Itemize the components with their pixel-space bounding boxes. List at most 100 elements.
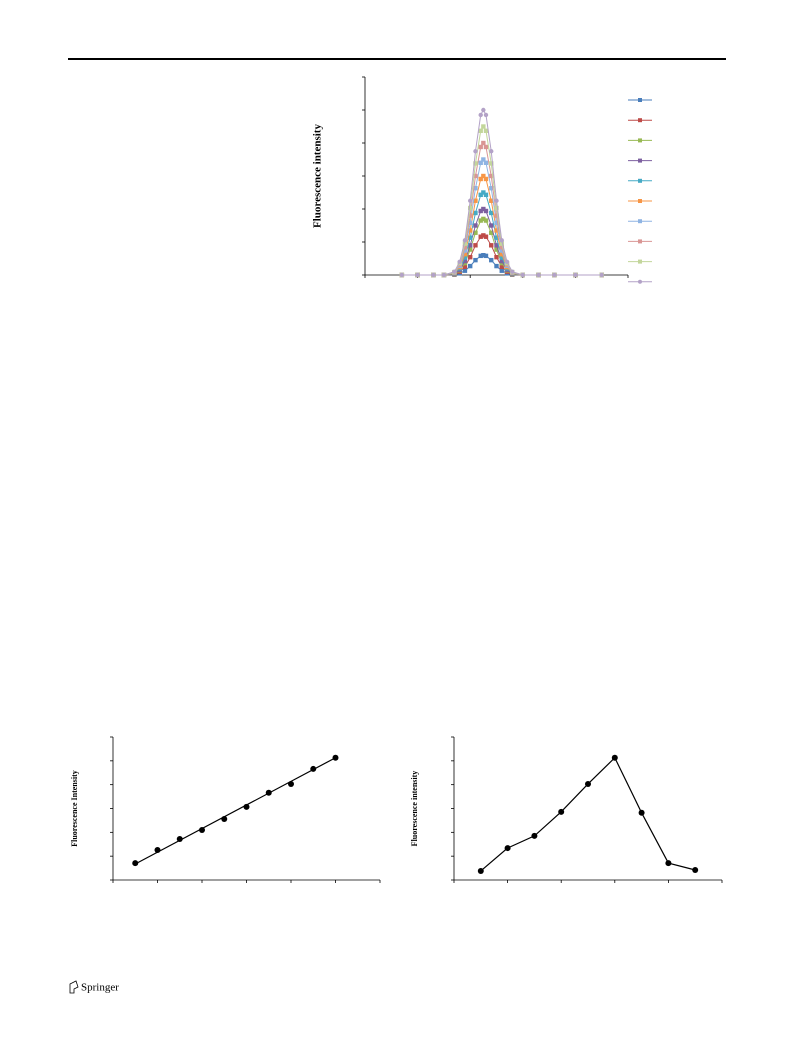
data-point: [473, 149, 478, 154]
data-point: [499, 255, 504, 260]
data-point: [473, 257, 478, 263]
series-line: [480, 756, 696, 872]
data-point: [494, 220, 499, 226]
legend-marker: [638, 158, 642, 163]
data-point: [468, 228, 473, 233]
springer-icon: [69, 980, 79, 994]
data-point: [483, 218, 489, 223]
legend-marker: [638, 239, 642, 244]
series-line: [401, 108, 602, 276]
legend-marker: [638, 138, 642, 143]
data-point: [483, 128, 489, 133]
y-axis-label: Fluorescence intensity: [312, 124, 324, 228]
data-point: [499, 241, 504, 246]
data-point: [692, 866, 699, 873]
data-point: [489, 257, 494, 263]
data-point: [431, 272, 436, 278]
data-point: [489, 149, 494, 154]
data-point: [473, 173, 478, 179]
data-point: [504, 845, 511, 852]
data-point: [462, 268, 468, 273]
data-point: [483, 144, 489, 150]
data-point: [611, 754, 618, 761]
data-point: [483, 112, 489, 118]
data-point: [489, 210, 494, 216]
legend-marker: [638, 98, 642, 102]
data-point: [332, 754, 339, 761]
data-point: [473, 210, 478, 216]
data-point: [462, 238, 468, 243]
data-point: [499, 268, 504, 273]
data-point: [473, 186, 478, 191]
data-point: [473, 198, 478, 203]
data-point: [478, 234, 483, 239]
data-point: [462, 245, 468, 250]
data-point: [665, 860, 672, 867]
data-point: [520, 272, 525, 278]
data-point: [468, 198, 473, 203]
data-point: [494, 247, 499, 252]
data-point: [468, 235, 473, 240]
data-point: [483, 160, 489, 165]
data-point: [473, 230, 478, 235]
data-point: [473, 161, 478, 166]
data-point: [494, 198, 499, 203]
data-point: [462, 258, 468, 264]
data-point: [462, 241, 468, 246]
legend-marker: [638, 279, 642, 284]
legend-marker: [638, 219, 642, 224]
data-point: [478, 253, 483, 259]
data-point: [473, 223, 478, 228]
data-point: [452, 269, 457, 274]
data-point: [585, 780, 591, 787]
chart: Fluorescence Intensity: [70, 736, 381, 883]
data-point: [573, 272, 578, 278]
data-point: [494, 205, 499, 211]
data-point: [478, 160, 483, 165]
chart: Fluorescence intensity: [312, 76, 652, 284]
data-point: [462, 255, 468, 260]
data-point: [132, 860, 139, 867]
data-point: [462, 252, 468, 257]
data-point: [638, 809, 645, 816]
data-point: [441, 272, 447, 278]
data-point: [478, 128, 483, 133]
data-point: [489, 173, 494, 179]
data-point: [483, 176, 489, 182]
data-point: [483, 208, 489, 214]
data-point: [481, 124, 486, 129]
data-point: [468, 247, 473, 252]
data-point: [478, 176, 483, 182]
data-point: [481, 253, 486, 258]
data-point: [499, 248, 504, 253]
data-point: [494, 263, 499, 269]
data-point: [489, 223, 494, 228]
data-point: [478, 144, 483, 150]
data-point: [536, 272, 541, 278]
data-point: [494, 228, 499, 233]
data-point: [468, 263, 473, 269]
y-axis-label: Fluorescence intensity: [410, 771, 419, 847]
data-point: [483, 192, 489, 198]
data-point: [499, 245, 504, 250]
data-point: [489, 243, 494, 248]
data-point: [478, 218, 483, 223]
data-point: [489, 198, 494, 203]
series-line: [134, 757, 336, 865]
data-point: [504, 259, 510, 264]
data-point: [473, 243, 478, 248]
data-point: [489, 186, 494, 191]
data-point: [510, 269, 515, 274]
data-point: [481, 140, 486, 146]
data-point: [468, 205, 473, 211]
data-point: [499, 264, 504, 269]
data-point: [494, 254, 499, 260]
data-point: [457, 259, 462, 264]
data-point: [399, 272, 405, 278]
data-point: [481, 190, 486, 195]
data-point: [477, 867, 484, 874]
legend-marker: [638, 118, 642, 123]
data-point: [499, 252, 504, 257]
